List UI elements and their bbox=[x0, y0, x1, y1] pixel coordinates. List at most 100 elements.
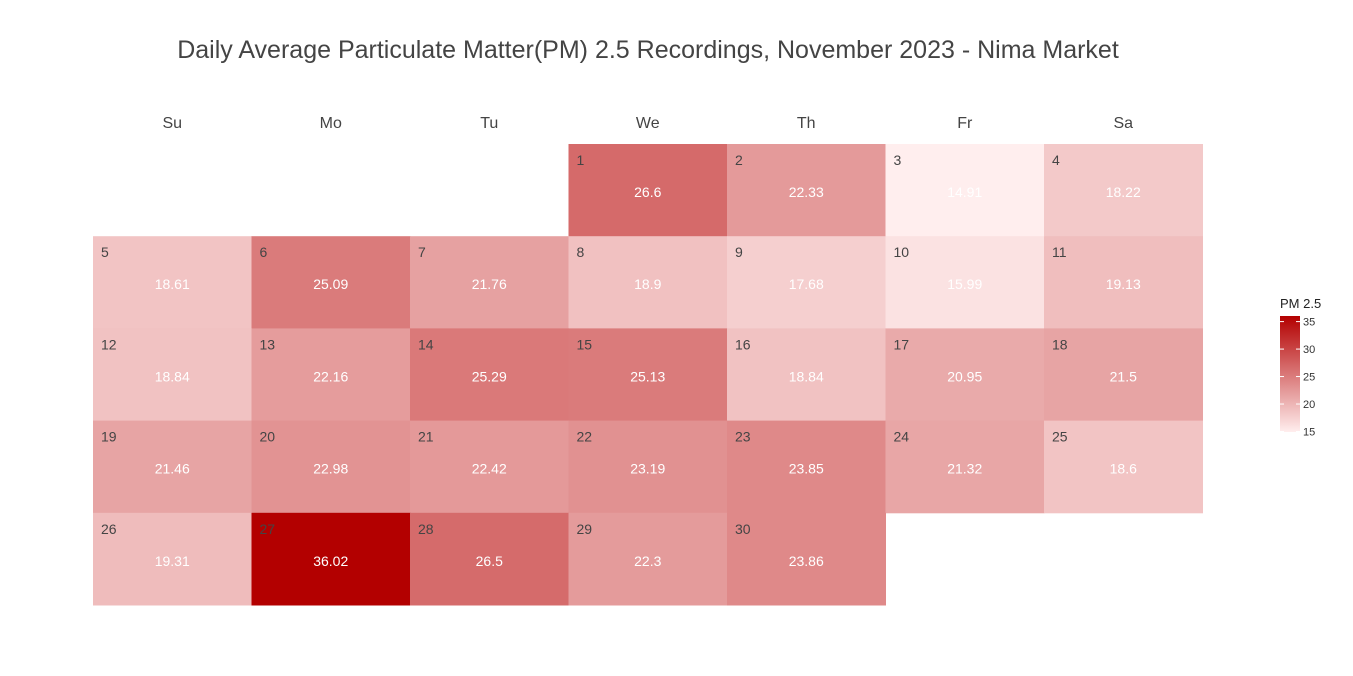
legend-tick-label: 25 bbox=[1303, 372, 1315, 384]
weekday-header: Su Mo Tu We Th Fr Sa bbox=[162, 115, 1133, 132]
day-value: 18.84 bbox=[789, 368, 824, 384]
day-cell bbox=[93, 512, 252, 606]
legend-ticks: 15 20 25 30 35 bbox=[1280, 317, 1315, 439]
weekday-label: We bbox=[636, 115, 660, 132]
day-value: 22.33 bbox=[789, 184, 824, 200]
day-number: 5 bbox=[101, 244, 109, 260]
day-cell bbox=[568, 512, 728, 606]
day-value: 18.84 bbox=[155, 368, 190, 384]
day-cell bbox=[251, 512, 411, 606]
day-number: 10 bbox=[894, 244, 910, 260]
day-cell bbox=[568, 236, 728, 329]
day-number: 14 bbox=[418, 336, 434, 352]
day-cell bbox=[727, 420, 886, 514]
day-cell bbox=[727, 144, 886, 237]
day-value: 14.91 bbox=[947, 184, 982, 200]
heatmap-cells: 126.6222.33314.91418.22518.61625.09721.7… bbox=[93, 144, 1203, 606]
day-number: 18 bbox=[1052, 336, 1068, 352]
day-number: 30 bbox=[735, 521, 751, 537]
day-cell bbox=[93, 328, 252, 422]
day-number: 3 bbox=[894, 152, 902, 168]
day-cell bbox=[410, 328, 569, 422]
day-cell bbox=[251, 328, 411, 422]
day-cell bbox=[410, 512, 569, 606]
day-cell bbox=[1044, 420, 1203, 514]
day-cell bbox=[568, 144, 728, 237]
day-cell bbox=[410, 420, 569, 514]
day-value: 25.29 bbox=[472, 368, 507, 384]
day-value: 21.32 bbox=[947, 461, 982, 477]
day-number: 13 bbox=[260, 336, 276, 352]
day-value: 21.5 bbox=[1110, 368, 1137, 384]
weekday-label: Tu bbox=[480, 115, 498, 132]
day-number: 12 bbox=[101, 336, 117, 352]
day-value: 22.3 bbox=[634, 553, 661, 569]
day-value: 19.13 bbox=[1106, 276, 1141, 292]
day-value: 20.95 bbox=[947, 368, 982, 384]
day-value: 15.99 bbox=[947, 276, 982, 292]
weekday-label: Su bbox=[162, 115, 182, 132]
day-number: 8 bbox=[577, 244, 585, 260]
day-value: 21.46 bbox=[155, 461, 190, 477]
day-cell bbox=[1044, 144, 1203, 237]
legend-colorbar bbox=[1280, 316, 1300, 432]
day-cell bbox=[885, 420, 1045, 514]
day-value: 25.13 bbox=[630, 368, 665, 384]
day-number: 2 bbox=[735, 152, 743, 168]
day-value: 22.98 bbox=[313, 461, 348, 477]
weekday-label: Sa bbox=[1113, 115, 1133, 132]
day-cell bbox=[727, 512, 886, 606]
day-value: 23.85 bbox=[789, 461, 824, 477]
chart-title: Daily Average Particulate Matter(PM) 2.5… bbox=[177, 36, 1119, 64]
day-number: 22 bbox=[577, 429, 593, 445]
day-cell bbox=[93, 420, 252, 514]
day-number: 19 bbox=[101, 429, 117, 445]
day-cell bbox=[727, 236, 886, 329]
day-cell bbox=[251, 236, 411, 329]
day-number: 26 bbox=[101, 521, 117, 537]
day-value: 19.31 bbox=[155, 553, 190, 569]
day-number: 11 bbox=[1052, 244, 1067, 260]
day-number: 29 bbox=[577, 521, 593, 537]
day-number: 20 bbox=[260, 429, 276, 445]
day-value: 25.09 bbox=[313, 276, 348, 292]
day-number: 15 bbox=[577, 336, 593, 352]
day-cell bbox=[727, 328, 886, 422]
day-value: 36.02 bbox=[313, 553, 348, 569]
day-number: 16 bbox=[735, 336, 751, 352]
day-value: 18.22 bbox=[1106, 184, 1141, 200]
day-value: 18.9 bbox=[634, 276, 661, 292]
legend-title: PM 2.5 bbox=[1280, 296, 1321, 311]
day-number: 17 bbox=[894, 336, 910, 352]
day-cell bbox=[885, 236, 1045, 329]
day-number: 21 bbox=[418, 429, 434, 445]
day-number: 25 bbox=[1052, 429, 1068, 445]
day-value: 21.76 bbox=[472, 276, 507, 292]
day-number: 28 bbox=[418, 521, 434, 537]
day-cell bbox=[1044, 328, 1203, 422]
day-number: 24 bbox=[894, 429, 910, 445]
day-cell bbox=[1044, 236, 1203, 329]
day-cell bbox=[568, 328, 728, 422]
legend-tick-label: 20 bbox=[1303, 399, 1315, 411]
weekday-label: Mo bbox=[320, 115, 342, 132]
day-value: 18.61 bbox=[155, 276, 190, 292]
legend-tick-label: 30 bbox=[1303, 344, 1315, 356]
day-number: 1 bbox=[577, 152, 585, 168]
weekday-label: Fr bbox=[957, 115, 973, 132]
day-number: 27 bbox=[260, 521, 276, 537]
day-value: 23.86 bbox=[789, 553, 824, 569]
color-legend: PM 2.5 15 20 25 30 35 bbox=[1280, 296, 1321, 439]
day-number: 9 bbox=[735, 244, 743, 260]
day-cell bbox=[251, 420, 411, 514]
legend-tick-label: 15 bbox=[1303, 427, 1315, 439]
legend-tick-label: 35 bbox=[1303, 317, 1315, 329]
day-number: 23 bbox=[735, 429, 751, 445]
day-value: 18.6 bbox=[1110, 461, 1137, 477]
day-cell bbox=[568, 420, 728, 514]
weekday-label: Th bbox=[797, 115, 816, 132]
day-number: 6 bbox=[260, 244, 268, 260]
day-cell bbox=[410, 236, 569, 329]
day-value: 26.5 bbox=[476, 553, 503, 569]
